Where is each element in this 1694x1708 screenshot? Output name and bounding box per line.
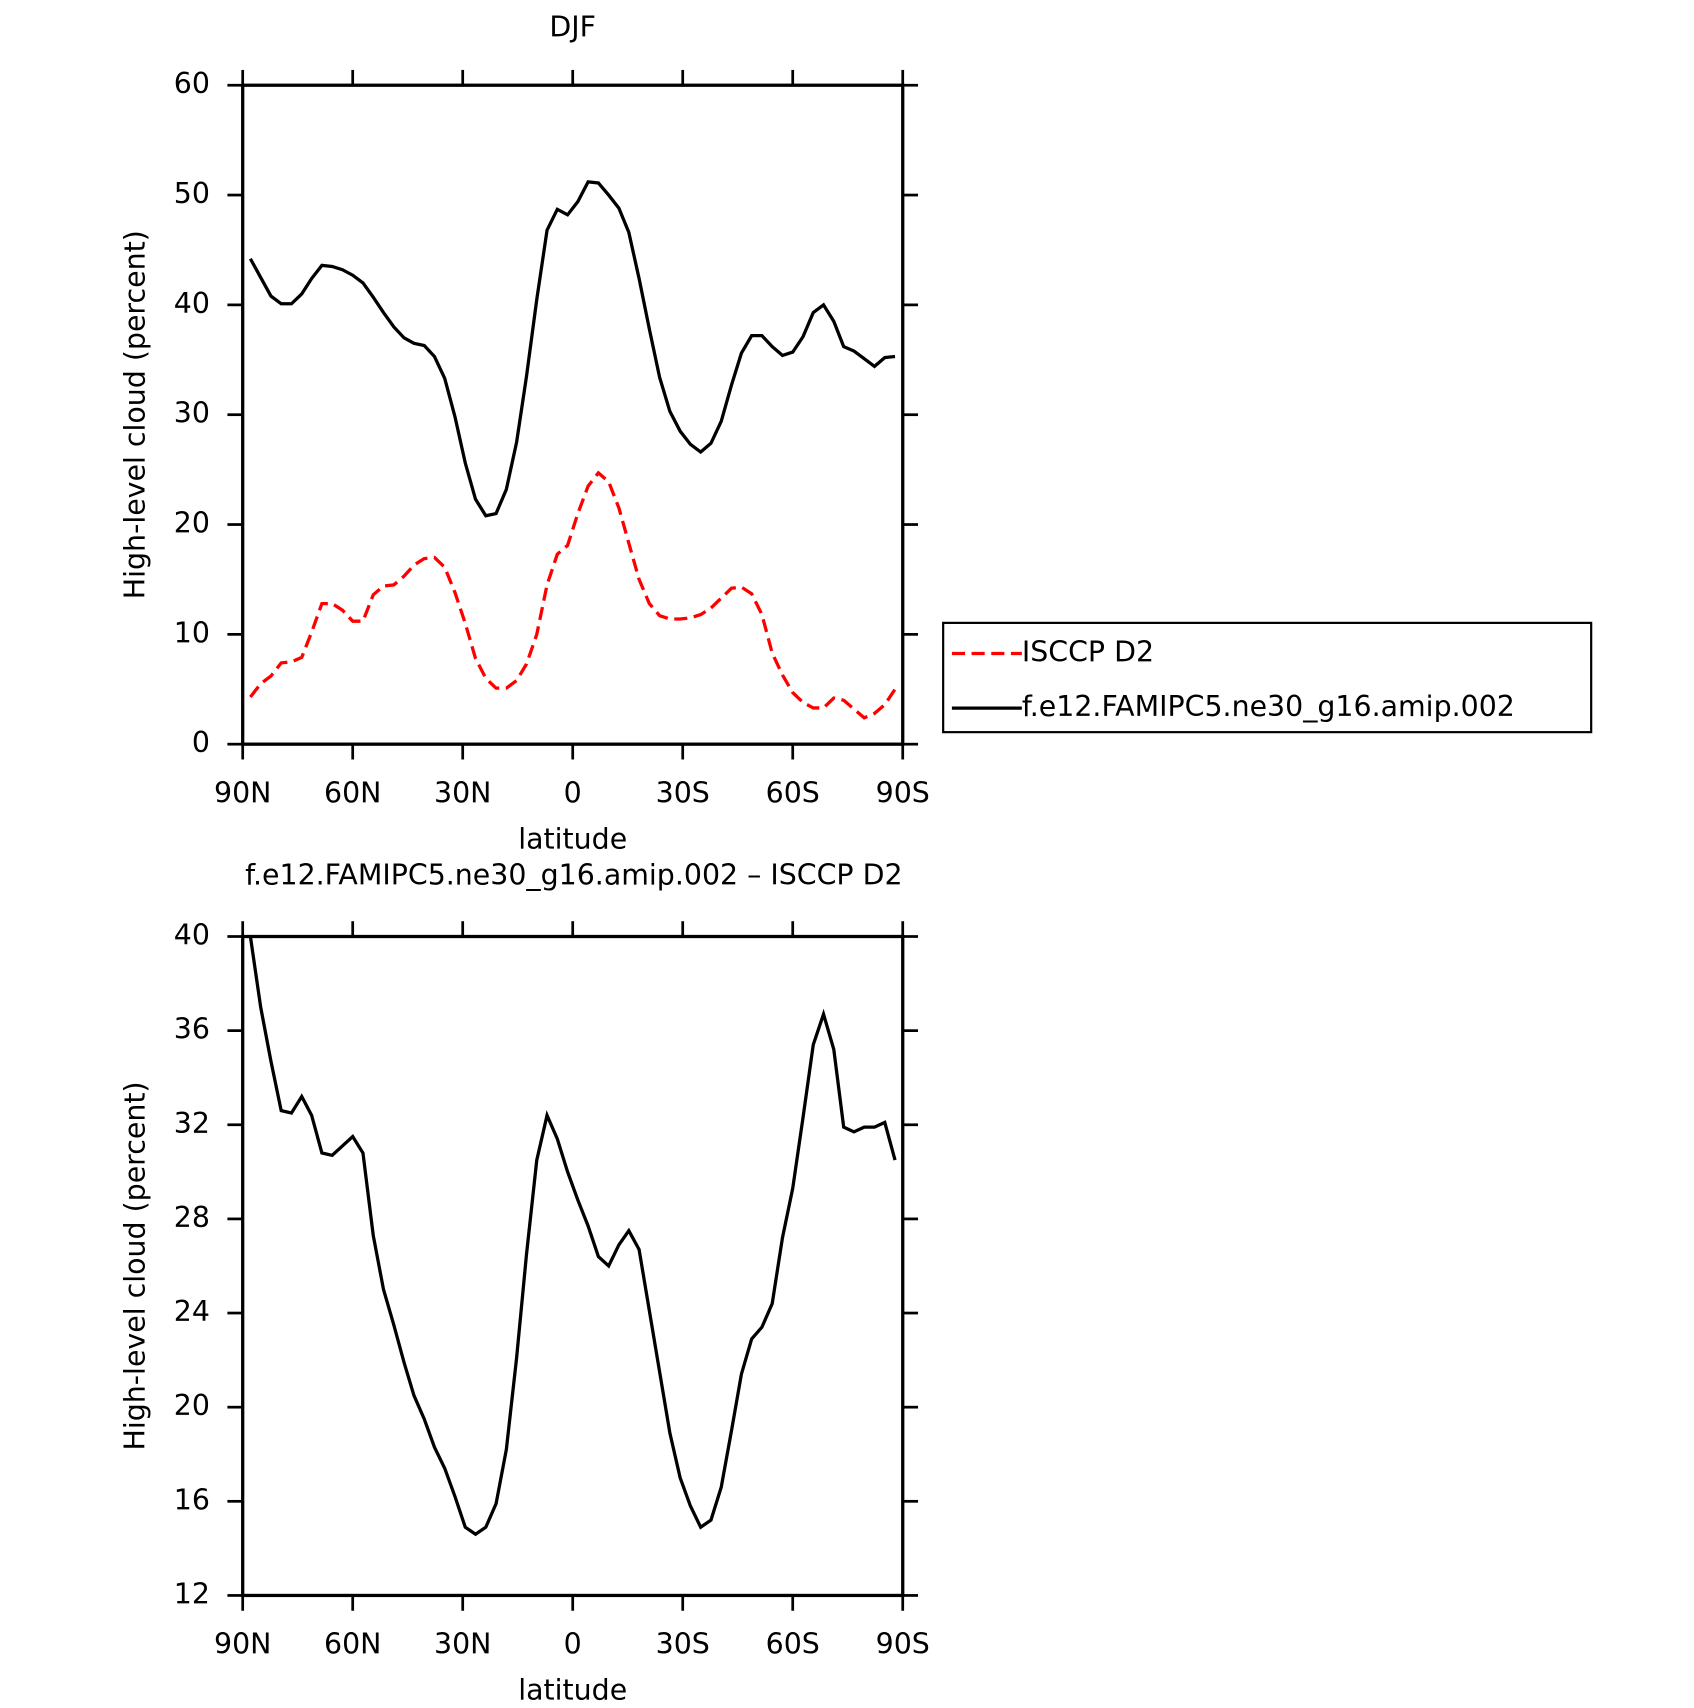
y-axis-label: High-level cloud (percent) <box>119 230 152 599</box>
y-tick-label: 60 <box>174 67 210 100</box>
x-tick-label: 60N <box>324 776 381 809</box>
x-tick-label: 0 <box>564 1628 582 1661</box>
y-tick-label: 10 <box>174 616 210 649</box>
x-tick-label: 0 <box>564 776 582 809</box>
x-tick-label: 60N <box>324 1628 381 1661</box>
chart-title: DJF <box>549 10 596 43</box>
legend-label: ISCCP D2 <box>1022 635 1154 668</box>
legend-box <box>942 621 1593 734</box>
y-tick-label: 30 <box>174 397 210 430</box>
x-tick-label: 60S <box>766 1628 820 1661</box>
x-tick-label: 30N <box>434 1628 491 1661</box>
x-tick-label: 30S <box>656 776 710 809</box>
plot-frame <box>241 83 905 746</box>
x-axis-label: latitude <box>518 822 627 855</box>
y-tick-label: 12 <box>174 1577 210 1610</box>
legend-label: f.e12.FAMIPC5.ne30_g16.amip.002 <box>1022 690 1515 723</box>
y-tick-label: 40 <box>174 287 210 320</box>
y-tick-label: 28 <box>174 1201 210 1234</box>
x-axis-label: latitude <box>518 1674 627 1707</box>
y-tick-label: 20 <box>174 507 210 540</box>
y-axis-label: High-level cloud (percent) <box>119 1081 152 1450</box>
y-tick-label: 40 <box>174 919 210 952</box>
y-tick-label: 32 <box>174 1107 210 1140</box>
y-tick-label: 20 <box>174 1389 210 1422</box>
data-line <box>248 936 897 1537</box>
y-tick-label: 50 <box>174 177 210 210</box>
y-tick-label: 36 <box>174 1013 210 1046</box>
data-line <box>248 180 896 518</box>
x-tick-label: 60S <box>766 776 820 809</box>
x-tick-label: 90N <box>214 776 271 809</box>
y-tick-label: 0 <box>192 726 210 759</box>
x-tick-label: 90S <box>876 1628 930 1661</box>
x-tick-label: 90N <box>214 1628 271 1661</box>
y-tick-label: 24 <box>174 1295 210 1328</box>
chart-title: f.e12.FAMIPC5.ne30_g16.amip.002 – ISCCP … <box>245 858 902 891</box>
x-tick-label: 30S <box>656 1628 710 1661</box>
y-tick-label: 16 <box>174 1483 210 1516</box>
data-line <box>249 470 897 720</box>
plot-frame <box>241 934 905 1598</box>
x-tick-label: 30N <box>434 776 491 809</box>
x-tick-label: 90S <box>876 776 930 809</box>
